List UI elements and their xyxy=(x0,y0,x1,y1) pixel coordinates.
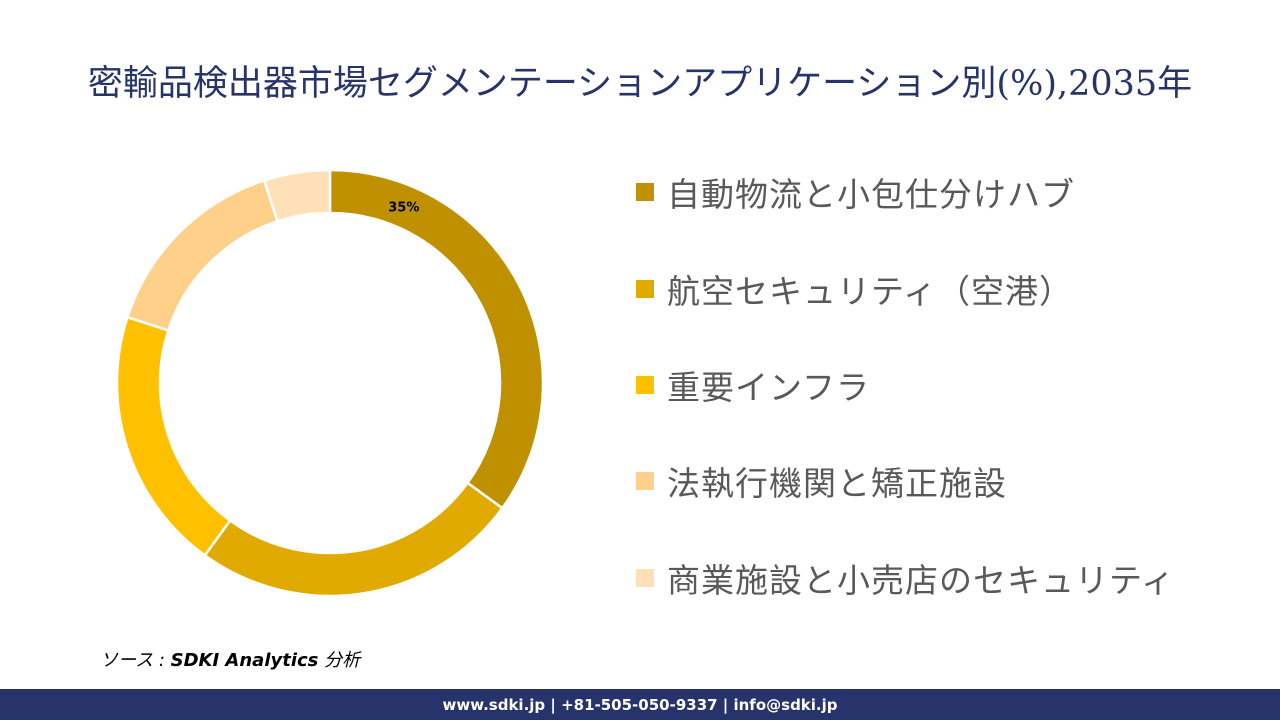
source-name: SDKI Analytics xyxy=(170,650,319,671)
donut-slice xyxy=(115,315,232,558)
donut-slice xyxy=(203,481,505,598)
legend-item: 法執行機関と矯正施設 xyxy=(636,455,1007,507)
source-note: ソース : SDKI Analytics 分析 xyxy=(100,646,360,672)
donut-slice xyxy=(125,178,280,333)
legend-item: 自動物流と小包仕分けハブ xyxy=(636,166,1075,218)
source-suffix: 分析 xyxy=(318,650,361,671)
slice-data-label: 35% xyxy=(388,200,419,215)
donut-slice xyxy=(328,168,545,510)
legend-swatch xyxy=(636,569,654,587)
footer-bar: www.sdki.jp | +81-505-050-9337 | info@sd… xyxy=(0,689,1280,720)
legend-item: 航空セキュリティ（空港） xyxy=(636,263,1073,315)
legend-label: 法執行機関と矯正施設 xyxy=(667,464,1007,503)
legend-swatch xyxy=(636,183,654,201)
legend-label: 航空セキュリティ（空港） xyxy=(667,272,1074,311)
source-prefix: ソース : xyxy=(100,650,171,671)
donut-chart-svg: 35% xyxy=(115,168,545,598)
chart-title: 密輸品検出器市場セグメンテーションアプリケーション別(%),2035年 xyxy=(87,64,1193,104)
legend-label: 商業施設と小売店のセキュリティ xyxy=(667,561,1176,600)
legend-label: 重要インフラ xyxy=(667,368,871,407)
legend-swatch xyxy=(636,472,654,490)
legend-swatch xyxy=(636,376,654,394)
donut-chart: 35% xyxy=(110,163,550,603)
legend-swatch xyxy=(636,280,654,298)
footer-contact: www.sdki.jp | +81-505-050-9337 | info@sd… xyxy=(442,695,838,714)
legend-item: 重要インフラ xyxy=(636,359,870,411)
donut-slice xyxy=(262,168,332,223)
legend-item: 商業施設と小売店のセキュリティ xyxy=(636,552,1175,604)
legend-label: 自動物流と小包仕分けハブ xyxy=(667,175,1075,214)
